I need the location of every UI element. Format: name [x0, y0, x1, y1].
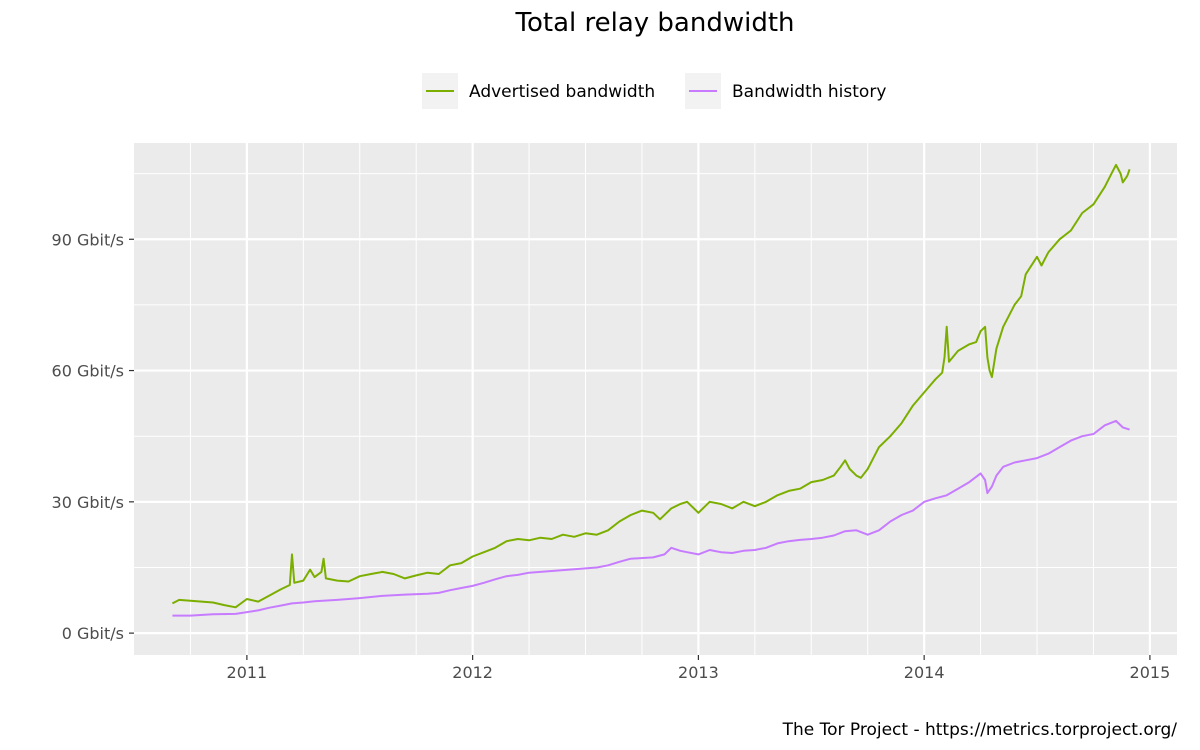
x-tick-label: 2014	[904, 663, 945, 682]
y-axis: 0 Gbit/s 30 Gbit/s 60 Gbit/s 90 Gbit/s	[52, 230, 134, 643]
series-line-0	[171, 163, 1131, 609]
y-tick-label: 60 Gbit/s	[52, 362, 124, 381]
legend: Advertised bandwidth Bandwidth history	[422, 73, 886, 109]
chart-caption: The Tor Project - https://metrics.torpro…	[782, 720, 1178, 740]
grid-minor	[134, 143, 1177, 655]
x-axis: 2011 2012 2013 2014 2015	[227, 655, 1171, 682]
y-tick-label: 30 Gbit/s	[52, 493, 124, 512]
y-tick-label: 0 Gbit/s	[62, 624, 124, 643]
x-tick-label: 2012	[452, 663, 493, 682]
legend-label: Advertised bandwidth	[469, 82, 655, 102]
legend-item-1: Bandwidth history	[685, 73, 886, 109]
x-tick-label: 2015	[1130, 663, 1171, 682]
plot-panel	[134, 143, 1177, 655]
x-tick-label: 2011	[227, 663, 268, 682]
y-tick-label: 90 Gbit/s	[52, 230, 124, 249]
series-layer	[171, 163, 1131, 617]
legend-item-0: Advertised bandwidth	[422, 73, 655, 109]
series-line-1	[172, 419, 1130, 617]
chart-title: Total relay bandwidth	[515, 8, 795, 38]
legend-label: Bandwidth history	[732, 82, 886, 102]
x-tick-label: 2013	[678, 663, 719, 682]
grid-major	[134, 143, 1177, 655]
